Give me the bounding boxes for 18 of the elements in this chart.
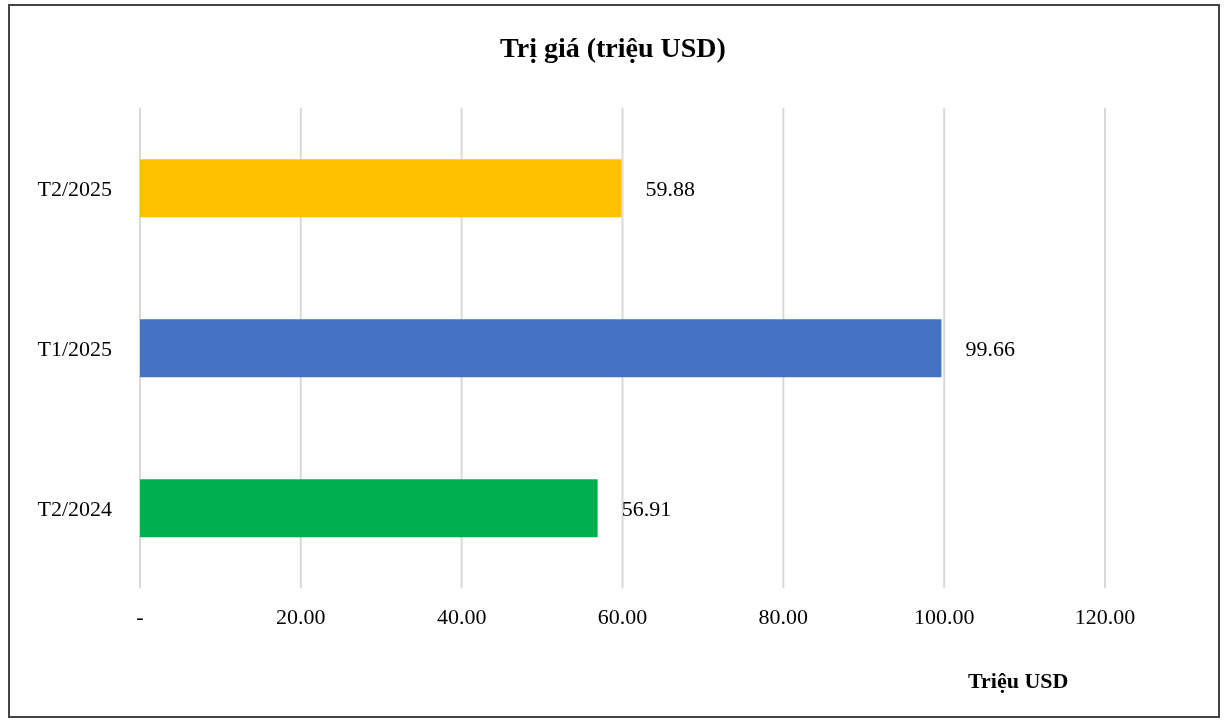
y-tick-label: T2/2024 [37,495,112,521]
x-tick-label: 120.00 [1074,603,1136,629]
bar [140,319,942,378]
x-tick-label: 60.00 [597,603,648,629]
x-tick-label: - [136,603,144,629]
bar [140,479,598,538]
y-tick-label: T2/2025 [37,175,112,201]
chart-title: Trị giá (triệu USD) [499,32,727,64]
x-tick-label: 80.00 [758,603,809,629]
data-label: 56.91 [621,496,672,522]
x-tick-label: 20.00 [276,603,326,629]
x-tick-label: 40.00 [436,603,487,629]
x-axis-title: Triệu USD [968,668,1069,694]
x-tick-label: 100.00 [913,603,975,629]
data-label: 99.66 [965,336,1015,362]
y-tick-label: T1/2025 [37,335,112,361]
bar [140,159,622,218]
data-label: 59.88 [645,176,696,202]
